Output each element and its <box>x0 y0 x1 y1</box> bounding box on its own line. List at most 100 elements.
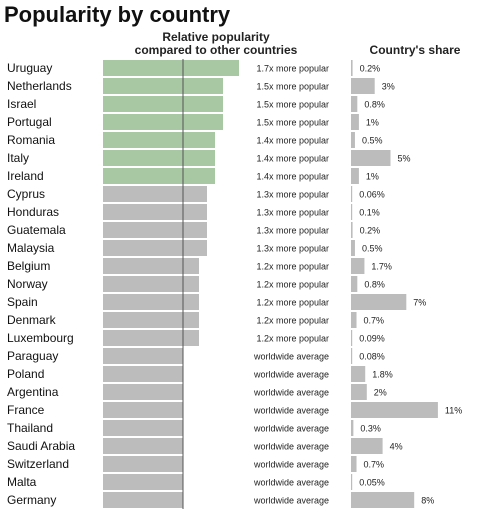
relative-popularity-label: worldwide average <box>253 352 329 362</box>
relative-popularity-bar <box>103 420 183 436</box>
country-share-bar <box>351 492 415 508</box>
relative-popularity-bar <box>103 294 199 310</box>
country-share-label: 0.5% <box>362 244 383 254</box>
country-share-label: 2% <box>374 388 387 398</box>
relative-popularity-bar <box>103 186 207 202</box>
country-share-bar <box>351 150 391 166</box>
country-share-bar <box>351 384 367 400</box>
country-share-bar <box>351 276 358 292</box>
relative-popularity-bar <box>103 438 183 454</box>
country-name: Malta <box>7 475 37 489</box>
relative-popularity-label: worldwide average <box>253 388 329 398</box>
relative-popularity-label: 1.3x more popular <box>256 226 329 236</box>
country-share-bar <box>351 330 353 346</box>
relative-popularity-label: worldwide average <box>253 424 329 434</box>
country-share-bar <box>351 168 359 184</box>
country-share-bar <box>351 312 357 328</box>
country-share-bar <box>351 132 355 148</box>
relative-popularity-bar <box>103 258 199 274</box>
country-name: Germany <box>7 493 56 507</box>
country-name: Italy <box>7 151 29 165</box>
relative-popularity-label: 1.5x more popular <box>256 118 329 128</box>
country-name: Israel <box>7 97 36 111</box>
country-share-label: 3% <box>382 82 395 92</box>
country-share-header: Country's share <box>369 43 461 57</box>
relative-popularity-label: 1.4x more popular <box>256 154 329 164</box>
relative-popularity-label: 1.4x more popular <box>256 172 329 182</box>
relative-popularity-label: 1.2x more popular <box>256 262 329 272</box>
country-name: Poland <box>7 367 44 381</box>
country-share-bar <box>351 222 353 238</box>
country-share-label: 0.8% <box>364 280 385 290</box>
relative-popularity-label: worldwide average <box>253 370 329 380</box>
country-share-bar <box>351 438 383 454</box>
country-share-label: 0.7% <box>364 460 385 470</box>
country-share-label: 1.7% <box>371 262 392 272</box>
relative-popularity-label: 1.4x more popular <box>256 136 329 146</box>
relative-popularity-label: 1.2x more popular <box>256 334 329 344</box>
country-name: Belgium <box>7 259 50 273</box>
relative-popularity-label: 1.3x more popular <box>256 190 329 200</box>
relative-popularity-label: 1.2x more popular <box>256 316 329 326</box>
relative-popularity-label: 1.2x more popular <box>256 298 329 308</box>
relative-popularity-bar <box>103 240 207 256</box>
country-share-label: 0.8% <box>364 100 385 110</box>
country-share-bar <box>351 474 353 490</box>
country-name: Honduras <box>7 205 59 219</box>
country-share-bar <box>351 456 357 472</box>
relative-popularity-bar <box>103 132 215 148</box>
relative-popularity-bar <box>103 384 183 400</box>
relative-popularity-bar <box>103 474 183 490</box>
country-name: Portugal <box>7 115 52 129</box>
relative-popularity-label: 1.5x more popular <box>256 82 329 92</box>
country-share-bar <box>351 204 353 220</box>
relative-popularity-bar <box>103 276 199 292</box>
relative-popularity-header-line-1: Relative popularity <box>162 30 270 44</box>
country-name: Romania <box>7 133 55 147</box>
country-share-label: 7% <box>413 298 426 308</box>
country-share-label: 8% <box>421 496 434 506</box>
country-share-label: 1% <box>366 118 379 128</box>
country-share-bar <box>351 60 353 76</box>
chart-title: Popularity by country <box>4 2 231 27</box>
relative-popularity-label: 1.3x more popular <box>256 244 329 254</box>
country-share-bar <box>351 366 366 382</box>
relative-popularity-bar <box>103 60 239 76</box>
country-name: Saudi Arabia <box>7 439 75 453</box>
relative-popularity-bar <box>103 348 183 364</box>
relative-popularity-bar <box>103 150 215 166</box>
country-share-label: 0.1% <box>359 208 380 218</box>
relative-popularity-label: worldwide average <box>253 460 329 470</box>
country-name: Netherlands <box>7 79 72 93</box>
relative-popularity-label: 1.3x more popular <box>256 208 329 218</box>
country-share-bar <box>351 114 359 130</box>
country-share-label: 0.05% <box>359 478 385 488</box>
relative-popularity-bar <box>103 96 223 112</box>
relative-popularity-label: worldwide average <box>253 442 329 452</box>
country-share-label: 5% <box>398 154 411 164</box>
relative-popularity-bar <box>103 330 199 346</box>
relative-popularity-bar <box>103 456 183 472</box>
relative-popularity-label: 1.5x more popular <box>256 100 329 110</box>
country-share-label: 0.2% <box>360 226 381 236</box>
country-name: Luxembourg <box>7 331 74 345</box>
country-share-bar <box>351 186 353 202</box>
country-name: Argentina <box>7 385 59 399</box>
country-name: Thailand <box>7 421 53 435</box>
country-name: Uruguay <box>7 61 52 75</box>
country-name: France <box>7 403 45 417</box>
relative-popularity-bar <box>103 78 223 94</box>
country-share-label: 0.08% <box>359 352 385 362</box>
country-name: Cyprus <box>7 187 45 201</box>
relative-popularity-bar <box>103 114 223 130</box>
country-share-label: 0.2% <box>360 64 381 74</box>
country-share-label: 1.8% <box>372 370 393 380</box>
relative-popularity-header-line-2: compared to other countries <box>134 43 298 57</box>
country-share-bar <box>351 348 353 364</box>
country-share-label: 1% <box>366 172 379 182</box>
country-share-bar <box>351 294 407 310</box>
country-name: Norway <box>7 277 48 291</box>
country-name: Ireland <box>7 169 44 183</box>
country-share-label: 4% <box>390 442 403 452</box>
